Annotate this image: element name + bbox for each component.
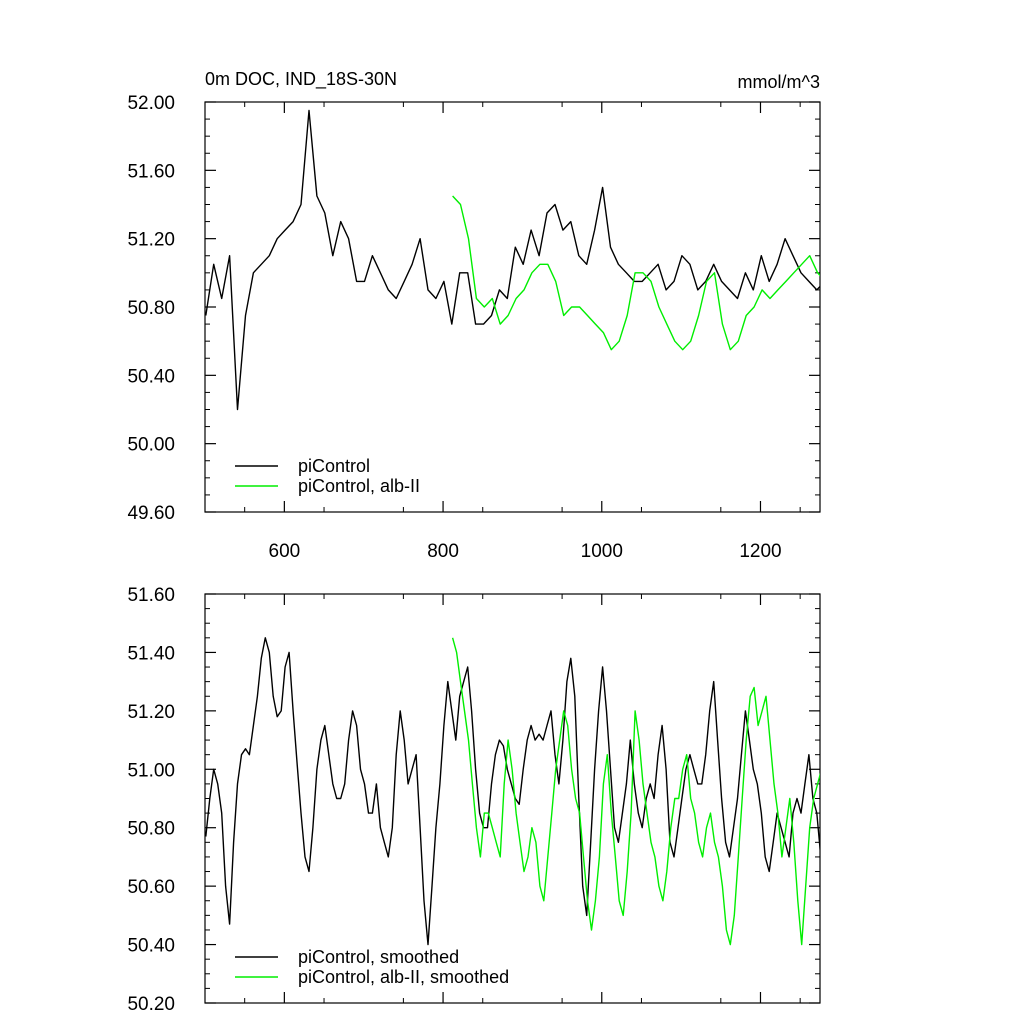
x-tick-label: 1000 bbox=[581, 541, 623, 562]
y-tick-label: 50.00 bbox=[127, 435, 175, 456]
y-tick-label: 49.60 bbox=[127, 503, 175, 524]
y-tick-label: 50.80 bbox=[127, 298, 175, 319]
series-line-alb-ii bbox=[452, 195, 820, 351]
y-tick-label: 51.60 bbox=[127, 161, 175, 182]
legend-label: piControl, alb-II, smoothed bbox=[298, 967, 509, 987]
legend-label: piControl, alb-II bbox=[298, 476, 420, 496]
y-tick-label: 50.40 bbox=[127, 366, 175, 387]
units-label: mmol/m^3 bbox=[738, 72, 820, 92]
x-tick-label: 800 bbox=[427, 541, 459, 562]
legend-label: piControl, smoothed bbox=[298, 947, 459, 967]
chart-title: 0m DOC, IND_18S-30N bbox=[205, 69, 397, 90]
x-tick-label: 1200 bbox=[739, 541, 781, 562]
y-tick-label: 51.20 bbox=[127, 702, 175, 723]
x-tick-label: 600 bbox=[269, 541, 301, 562]
bottom-panel: 50.20 50.40 50.60 50.80 51.00 51.20 51.40 51.60… bbox=[127, 585, 821, 1015]
y-tick-label: 51.20 bbox=[127, 230, 175, 251]
y-tick-label: 52.00 bbox=[127, 93, 175, 114]
top-panel: 49.60 50.00 50.40 50.80 51.20 51.60 52.00 600 80… bbox=[127, 69, 821, 562]
series-line-picontrol bbox=[205, 637, 820, 946]
y-tick-label: 50.20 bbox=[127, 994, 175, 1015]
y-tick-label: 50.60 bbox=[127, 877, 175, 898]
y-tick-label: 51.60 bbox=[127, 585, 175, 606]
plot-frame bbox=[204, 593, 821, 1004]
series-line-picontrol bbox=[205, 109, 820, 411]
legend-label: piControl bbox=[298, 456, 370, 476]
series-line-alb-ii bbox=[451, 637, 820, 946]
y-tick-label: 51.40 bbox=[127, 643, 175, 664]
y-tick-label: 51.00 bbox=[127, 760, 175, 781]
y-tick-label: 50.40 bbox=[127, 936, 175, 957]
y-tick-label: 50.80 bbox=[127, 819, 175, 840]
